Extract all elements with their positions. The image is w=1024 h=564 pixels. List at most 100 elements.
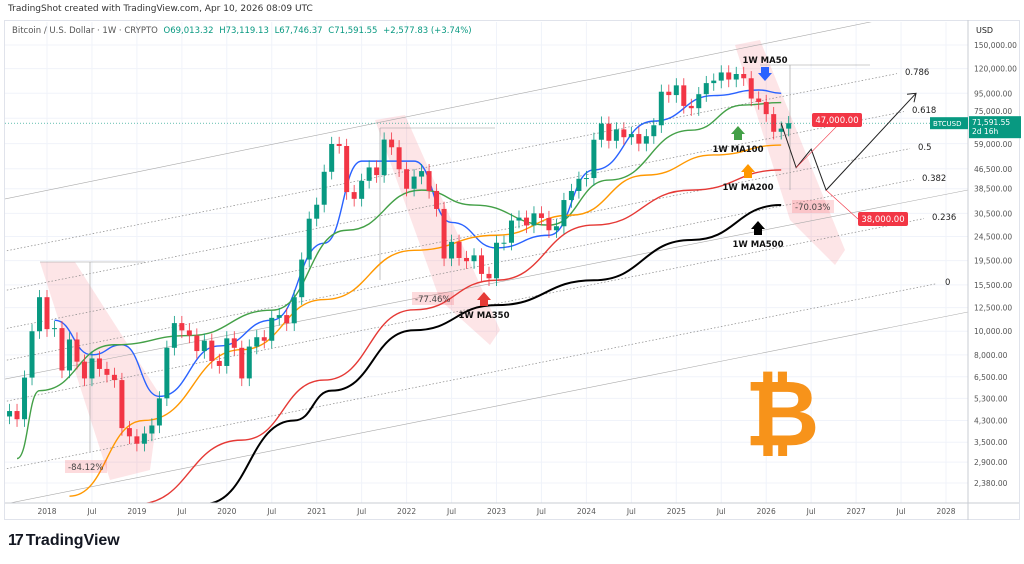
ma-annotation: 1W MA350 [458, 311, 509, 321]
ma-line-ma500 [204, 204, 782, 503]
candle-body [486, 273, 492, 279]
candle-body [254, 337, 260, 347]
x-tick-label: Jul [896, 507, 906, 516]
candle [718, 65, 724, 89]
candle-body [538, 213, 544, 218]
last-price-tag [969, 116, 1021, 139]
x-tick-label: 2028 [936, 507, 955, 516]
bear-channel [40, 262, 160, 480]
candle-body [396, 147, 402, 170]
ma-annotation: 1W MA200 [722, 183, 773, 193]
candle-body [37, 297, 43, 332]
candle [96, 351, 102, 377]
candle-body [261, 337, 267, 341]
candle [419, 163, 425, 185]
candle [381, 132, 387, 183]
target-box [858, 212, 908, 226]
ma-line-ma350 [140, 169, 782, 503]
ma-annotation: 1W MA50 [742, 56, 787, 66]
candle [733, 66, 739, 88]
x-tick-label: Jul [356, 507, 366, 516]
fib-line [5, 218, 925, 402]
drawdown-box [412, 292, 454, 305]
candle-body [284, 315, 290, 324]
candle-body [231, 338, 237, 348]
candle [621, 122, 627, 145]
bitcoin-logo-icon: ₿ [745, 360, 820, 467]
candle-body [531, 213, 537, 226]
candle [276, 307, 282, 326]
candle-body [718, 72, 724, 81]
candle-body [449, 241, 455, 259]
candle-body [104, 368, 110, 375]
x-tick-label: 2019 [127, 507, 146, 516]
candle-body [591, 139, 597, 179]
candle [209, 333, 215, 369]
y-tick-label: 8,000.00 [974, 351, 1008, 360]
candle [149, 418, 155, 442]
candle [598, 116, 604, 148]
x-tick-label: Jul [176, 507, 186, 516]
candle-body [246, 346, 252, 379]
candle-body [688, 105, 694, 109]
candle-body [149, 425, 155, 434]
x-tick-label: 2023 [487, 507, 506, 516]
candle [111, 367, 117, 388]
tradingview-logo[interactable]: 17 TradingView [8, 532, 120, 550]
candle-body [179, 323, 185, 331]
candle [471, 248, 477, 269]
candle [374, 160, 380, 183]
candle-body [658, 91, 664, 126]
y-tick-label: 46,500.00 [974, 165, 1012, 174]
candle-body [156, 398, 162, 426]
candle-body [374, 167, 380, 176]
candle [201, 333, 207, 359]
candle-body [426, 171, 432, 191]
x-tick-label: 2020 [217, 507, 236, 516]
candle [396, 140, 402, 177]
candle [651, 118, 657, 144]
candle [231, 331, 237, 356]
candle-body [778, 128, 784, 132]
symbol-name[interactable]: Bitcoin / U.S. Dollar · 1W · CRYPTO [12, 26, 158, 36]
x-tick-label: Jul [86, 507, 96, 516]
candle [291, 290, 297, 331]
chart-caption: TradingShot created with TradingView.com… [8, 4, 313, 14]
y-tick-label: 4,300.00 [974, 416, 1008, 425]
low-value: L67,746.37 [274, 26, 323, 36]
drawdown-box [65, 460, 107, 473]
candle-body [546, 217, 552, 231]
candle [756, 91, 762, 110]
candle [636, 126, 642, 152]
arrow-icon [751, 221, 765, 235]
candle [164, 340, 170, 407]
candle-body [81, 361, 87, 379]
candle [141, 426, 147, 452]
logo-text: TradingView [25, 532, 120, 549]
y-tick-label: 24,500.00 [974, 233, 1012, 242]
candle-body [576, 178, 582, 191]
candle-body [194, 335, 200, 352]
candle [306, 211, 312, 268]
x-tick-label: Jul [806, 507, 816, 516]
y-tick-label: 5,300.00 [974, 394, 1008, 403]
candle [336, 136, 342, 154]
candle-body [7, 411, 13, 417]
fib-label-0.382: 0.382 [922, 174, 946, 184]
candle-body [51, 328, 57, 330]
candle-body [523, 217, 529, 226]
candle [658, 84, 664, 133]
candle-body [733, 74, 739, 80]
y-tick-label: 75,000.00 [974, 107, 1012, 116]
fib-label-0.786: 0.786 [905, 68, 929, 78]
x-tick-label: Jul [266, 507, 276, 516]
y-tick-label: 10,000.00 [974, 327, 1012, 336]
last-price-value: 71,591.55 [972, 118, 1010, 127]
bar-countdown: 2d 16h [972, 127, 998, 136]
candle [134, 429, 140, 452]
candle-body [748, 78, 754, 99]
y-tick-label: 3,500.00 [974, 438, 1008, 447]
candle-body [89, 358, 95, 379]
close-value: C71,591.55 [328, 26, 378, 36]
